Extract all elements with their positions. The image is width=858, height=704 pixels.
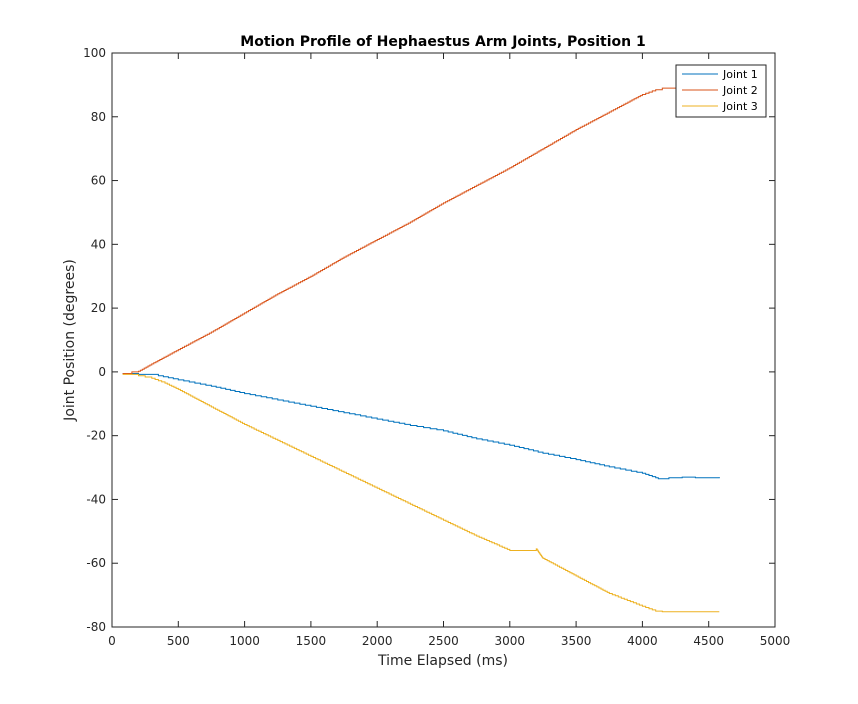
x-tick-label: 2000 — [362, 634, 393, 648]
y-tick-label: 0 — [98, 365, 106, 379]
legend-label-joint-3: Joint 3 — [722, 100, 758, 113]
x-tick-label: 5000 — [760, 634, 791, 648]
x-tick-label: 1000 — [229, 634, 260, 648]
series-line-joint-1 — [122, 373, 720, 480]
y-tick-label: 20 — [91, 301, 106, 315]
y-tick-label: -80 — [86, 620, 106, 634]
y-tick-label: 60 — [91, 174, 106, 188]
y-tick-label: 80 — [91, 110, 106, 124]
series-layer — [122, 87, 720, 613]
axes-layer: 0 500 1000 1500 2000 2500 3000 3500 4000 4500 5000… — [83, 46, 790, 648]
series-line-joint-3 — [122, 373, 720, 613]
x-tick-label: 500 — [167, 634, 190, 648]
y-tick-label: -40 — [86, 492, 106, 506]
x-tick-label: 3000 — [495, 634, 526, 648]
legend-label-joint-2: Joint 2 — [722, 84, 758, 97]
x-axis-label: Time Elapsed (ms) — [377, 653, 508, 669]
y-tick-label: 100 — [83, 46, 106, 60]
x-tick-label: 1500 — [296, 634, 327, 648]
series-line-joint-2 — [122, 87, 720, 374]
y-tick-label: -60 — [86, 556, 106, 570]
y-axis-label: Joint Position (degrees) — [62, 259, 78, 422]
y-tick-label: -20 — [86, 429, 106, 443]
legend: Joint 1 Joint 2 Joint 3 — [675, 64, 767, 118]
y-tick-label: 40 — [91, 237, 106, 251]
x-tick-label: 4000 — [627, 634, 658, 648]
plot-area — [112, 53, 775, 627]
x-tick-label: 0 — [108, 634, 116, 648]
x-tick-label: 4500 — [693, 634, 724, 648]
legend-label-joint-1: Joint 1 — [722, 68, 758, 81]
x-tick-label: 3500 — [561, 634, 592, 648]
chart-title: Motion Profile of Hephaestus Arm Joints,… — [240, 34, 645, 50]
x-tick-label: 2500 — [428, 634, 459, 648]
